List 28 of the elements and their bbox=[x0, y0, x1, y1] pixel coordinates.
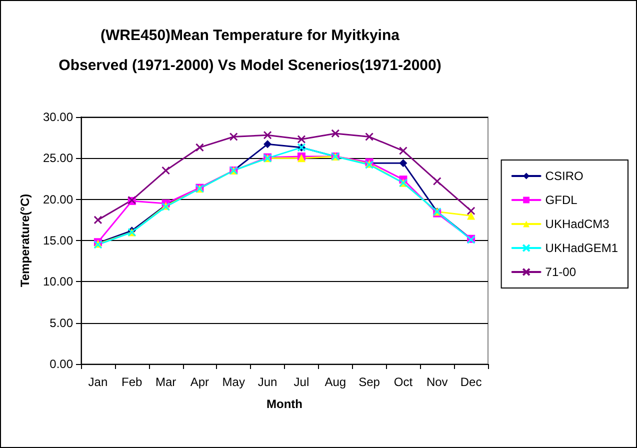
x-tick-label: Dec bbox=[460, 375, 482, 389]
x-axis-title: Month bbox=[266, 397, 302, 411]
legend-label: UKHadGEM1 bbox=[545, 241, 618, 255]
x-tick-label: Jun bbox=[258, 375, 278, 389]
y-tick-label: 0.00 bbox=[50, 357, 74, 371]
x-tick-label: Jan bbox=[88, 375, 108, 389]
x-tick-label: Jul bbox=[294, 375, 310, 389]
y-axis-title: Temperature(°C) bbox=[18, 194, 32, 288]
chart-title: (WRE450)Mean Temperature for Myitkyina bbox=[100, 27, 400, 44]
legend-label: GFDL bbox=[545, 193, 578, 207]
x-tick-label: Feb bbox=[122, 375, 143, 389]
legend-label: 71-00 bbox=[545, 265, 576, 279]
y-tick-label: 20.00 bbox=[42, 192, 74, 206]
legend-label: CSIRO bbox=[545, 169, 584, 183]
legend-label: UKHadCM3 bbox=[545, 217, 610, 231]
y-tick-label: 15.00 bbox=[42, 234, 74, 248]
x-tick-label: Mar bbox=[155, 375, 176, 389]
x-tick-label: May bbox=[222, 375, 245, 389]
y-tick-label: 30.00 bbox=[42, 110, 74, 124]
y-tick-label: 10.00 bbox=[42, 274, 74, 289]
y-tick-label: 25.00 bbox=[42, 151, 74, 166]
x-tick-label: Apr bbox=[190, 375, 210, 389]
x-tick-label: Sep bbox=[358, 375, 380, 389]
y-tick-label: 5.00 bbox=[50, 316, 74, 330]
x-tick-label: Oct bbox=[394, 375, 414, 389]
chart-subtitle: Observed (1971-2000) Vs Model Scenerios(1971-2000) bbox=[58, 57, 442, 74]
x-tick-label: Nov bbox=[426, 375, 448, 389]
x-tick-label: Aug bbox=[324, 375, 346, 389]
